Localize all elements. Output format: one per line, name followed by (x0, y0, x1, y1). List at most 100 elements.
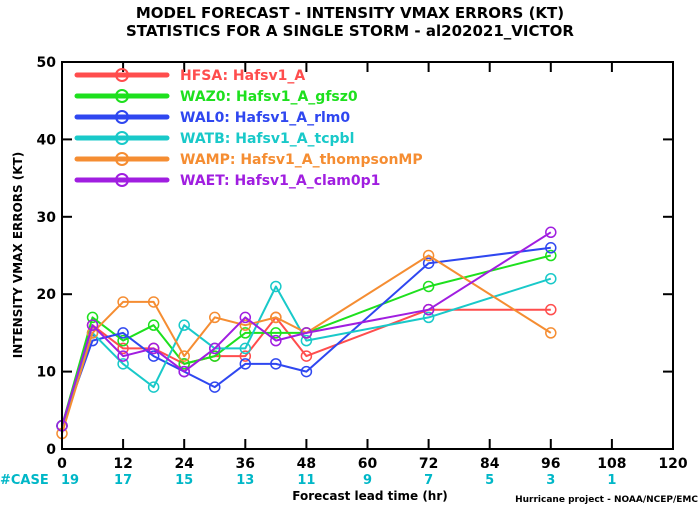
legend-label: WAL0: Hafsv1_A_rlm0 (180, 110, 350, 126)
data-point (545, 226, 557, 239)
legend-entry: WAZ0: Hafsv1_A_gfsz0 (74, 89, 358, 105)
x-tick-label: 72 (419, 456, 438, 472)
data-point (300, 334, 313, 347)
case-count: 1 (607, 473, 616, 488)
data-point (270, 280, 282, 293)
data-point (117, 350, 129, 362)
data-point (545, 303, 557, 316)
data-point (178, 319, 190, 331)
x-tick-label: 84 (480, 456, 500, 472)
series-layer (56, 226, 557, 440)
x-tick-label: 24 (174, 456, 194, 472)
data-point (422, 280, 435, 293)
data-point (86, 319, 99, 331)
x-tick-label: 0 (57, 456, 67, 472)
y-tick-label: 20 (37, 287, 57, 303)
y-tick-label: 30 (37, 210, 57, 226)
data-point (239, 358, 252, 370)
case-count: 9 (363, 473, 372, 488)
data-point (545, 249, 557, 262)
x-tick-label: 12 (113, 456, 132, 472)
data-point (178, 350, 190, 362)
data-point (270, 358, 282, 370)
data-point (300, 350, 313, 362)
data-point (117, 334, 129, 347)
case-count: 3 (546, 473, 555, 488)
x-tick-label: 120 (658, 456, 687, 472)
legend-marker (115, 68, 129, 82)
case-count: 13 (236, 473, 254, 488)
series-3 (56, 272, 557, 432)
data-point (422, 257, 435, 269)
series-line (61, 308, 551, 427)
data-point (422, 311, 435, 324)
data-point (239, 319, 252, 331)
data-point (178, 365, 190, 378)
x-axis-label: Forecast lead time (hr) (292, 489, 448, 503)
data-point (147, 381, 160, 393)
legend-marker (115, 131, 129, 145)
series-line (61, 254, 552, 434)
plot-frame (61, 61, 674, 450)
data-point (147, 296, 160, 308)
series-4 (56, 249, 557, 440)
legend-label: WAET: Hafsv1_A_clam0p1 (180, 173, 380, 189)
case-counts: 19 17 15 13 11 9 7 5 3 1 (61, 473, 616, 488)
legend-label: WAZ0: Hafsv1_A_gfsz0 (180, 89, 358, 105)
legend-marker (115, 173, 129, 187)
data-point (300, 327, 313, 339)
x-tick-label: 36 (236, 456, 255, 472)
tick-layer: 0 12 24 36 48 60 72 84 96 108 120 0 10 20 30 40 50 (37, 55, 688, 472)
case-label: #CASE (0, 473, 49, 488)
data-point (239, 311, 252, 324)
legend: HFSA: Hafsv1_A WAZ0: Hafsv1_A_gfsz0 WAL0: … (74, 68, 423, 189)
data-point (178, 358, 190, 370)
x-tick-label: 48 (297, 456, 316, 472)
legend-label: WAMP: Hafsv1_A_thompsonMP (180, 152, 423, 168)
chart-title: MODEL FORECAST - INTENSITY VMAX ERRORS (… (136, 4, 564, 22)
data-point (300, 365, 313, 378)
series-5 (56, 226, 557, 432)
data-point (209, 350, 221, 362)
case-count: 11 (297, 473, 315, 488)
case-count: 7 (424, 473, 433, 488)
case-count: 5 (485, 473, 494, 488)
data-point (117, 358, 129, 370)
case-count: 17 (114, 473, 132, 488)
legend-entry: WAL0: Hafsv1_A_rlm0 (74, 110, 350, 126)
legend-label: HFSA: Hafsv1_A (180, 68, 305, 84)
series-line (61, 231, 552, 427)
credit-text: Hurricane project - NOAA/NCEP/EMC (515, 495, 698, 505)
series-line (61, 246, 551, 427)
y-tick-label: 40 (37, 132, 57, 148)
legend-entry: WAET: Hafsv1_A_clam0p1 (74, 173, 380, 189)
chart-subtitle: STATISTICS FOR A SINGLE STORM - al202021… (126, 22, 574, 40)
y-tick-label: 10 (37, 365, 57, 381)
y-axis-label: INTENSITY VMAX ERRORS (KT) (11, 152, 25, 358)
data-point (117, 327, 129, 339)
data-point (209, 342, 221, 355)
x-tick-label: 96 (541, 456, 560, 472)
data-point (239, 327, 252, 339)
data-point (209, 381, 221, 393)
y-tick-label: 0 (46, 442, 56, 458)
case-count: 15 (175, 473, 193, 488)
legend-marker (115, 110, 129, 124)
data-point (86, 311, 99, 324)
legend-entry: WATB: Hafsv1_A_tcpbl (74, 131, 354, 147)
legend-label: WATB: Hafsv1_A_tcpbl (180, 131, 354, 147)
data-point (545, 242, 557, 254)
data-point (147, 342, 160, 355)
data-point (270, 311, 282, 324)
legend-entry: WAMP: Hafsv1_A_thompsonMP (74, 152, 423, 168)
data-point (117, 342, 129, 355)
data-point (209, 311, 221, 324)
data-point (422, 303, 435, 316)
series-line (61, 254, 552, 427)
data-point (147, 350, 160, 362)
data-point (239, 350, 252, 362)
case-count: 19 (61, 473, 79, 488)
series-0 (56, 303, 557, 432)
legend-entry: HFSA: Hafsv1_A (74, 68, 305, 84)
